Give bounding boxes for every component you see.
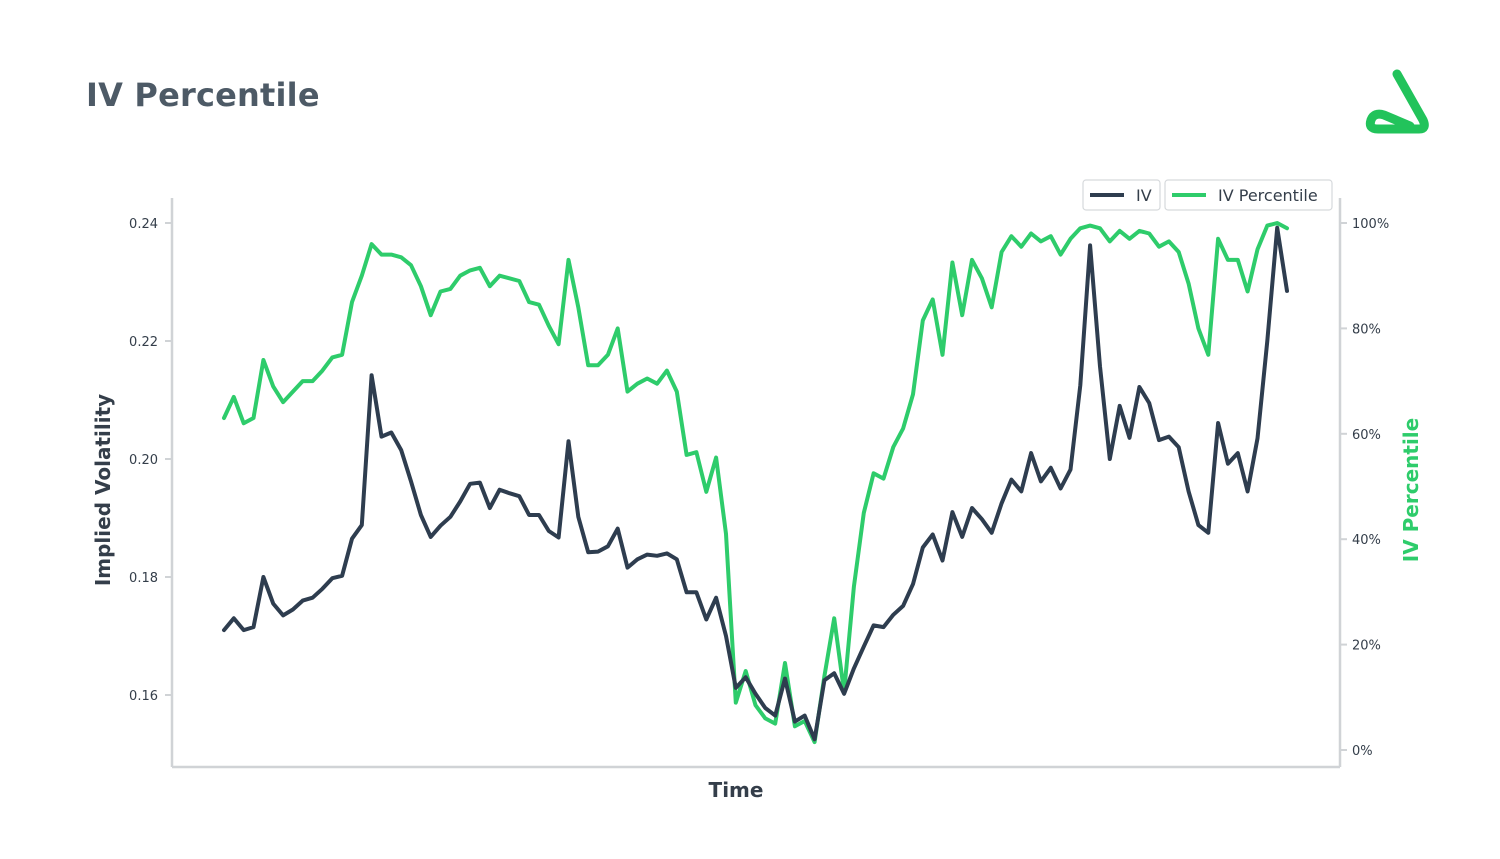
chart-ticks: 0.16 0.18 0.20 0.22 0.24 0% 20% 40% 60% 80% 100% (129, 217, 1389, 759)
y-right-tick-label: 100% (1352, 217, 1389, 232)
y-left-tick-label: 0.22 (129, 335, 158, 350)
legend-box (1164, 179, 1333, 211)
y-axis-left-title: Implied Volatility (91, 394, 115, 586)
chart-legend: IV IV Percentile (1082, 179, 1333, 211)
y-left-tick-label: 0.16 (129, 689, 158, 704)
y-left-tick-label: 0.20 (129, 453, 158, 468)
y-left-tick-label: 0.24 (129, 217, 158, 232)
x-axis-title: Time (709, 778, 764, 802)
y-right-tick-label: 80% (1352, 322, 1381, 337)
y-right-tick-label: 0% (1352, 744, 1373, 759)
axis-titles: Time Implied Volatility IV Percentile (91, 394, 1423, 802)
y-axis-right-title: IV Percentile (1399, 418, 1423, 562)
y-right-tick-label: 40% (1352, 533, 1381, 548)
legend-item: IV (1082, 179, 1161, 211)
page-title: IV Percentile (86, 76, 320, 114)
y-left-tick-label: 0.18 (129, 571, 158, 586)
chart-axes (170, 198, 1342, 769)
series-line-iv-percentile (222, 221, 1289, 745)
brand-logo-icon (1365, 69, 1429, 134)
series-line-iv (222, 225, 1289, 742)
y-right-tick-label: 20% (1352, 639, 1381, 654)
legend-item: IV Percentile (1164, 179, 1333, 211)
chart-lines (222, 221, 1289, 745)
y-right-tick-label: 60% (1352, 428, 1381, 443)
legend-label: IV (1136, 186, 1152, 205)
legend-label: IV Percentile (1218, 186, 1318, 205)
